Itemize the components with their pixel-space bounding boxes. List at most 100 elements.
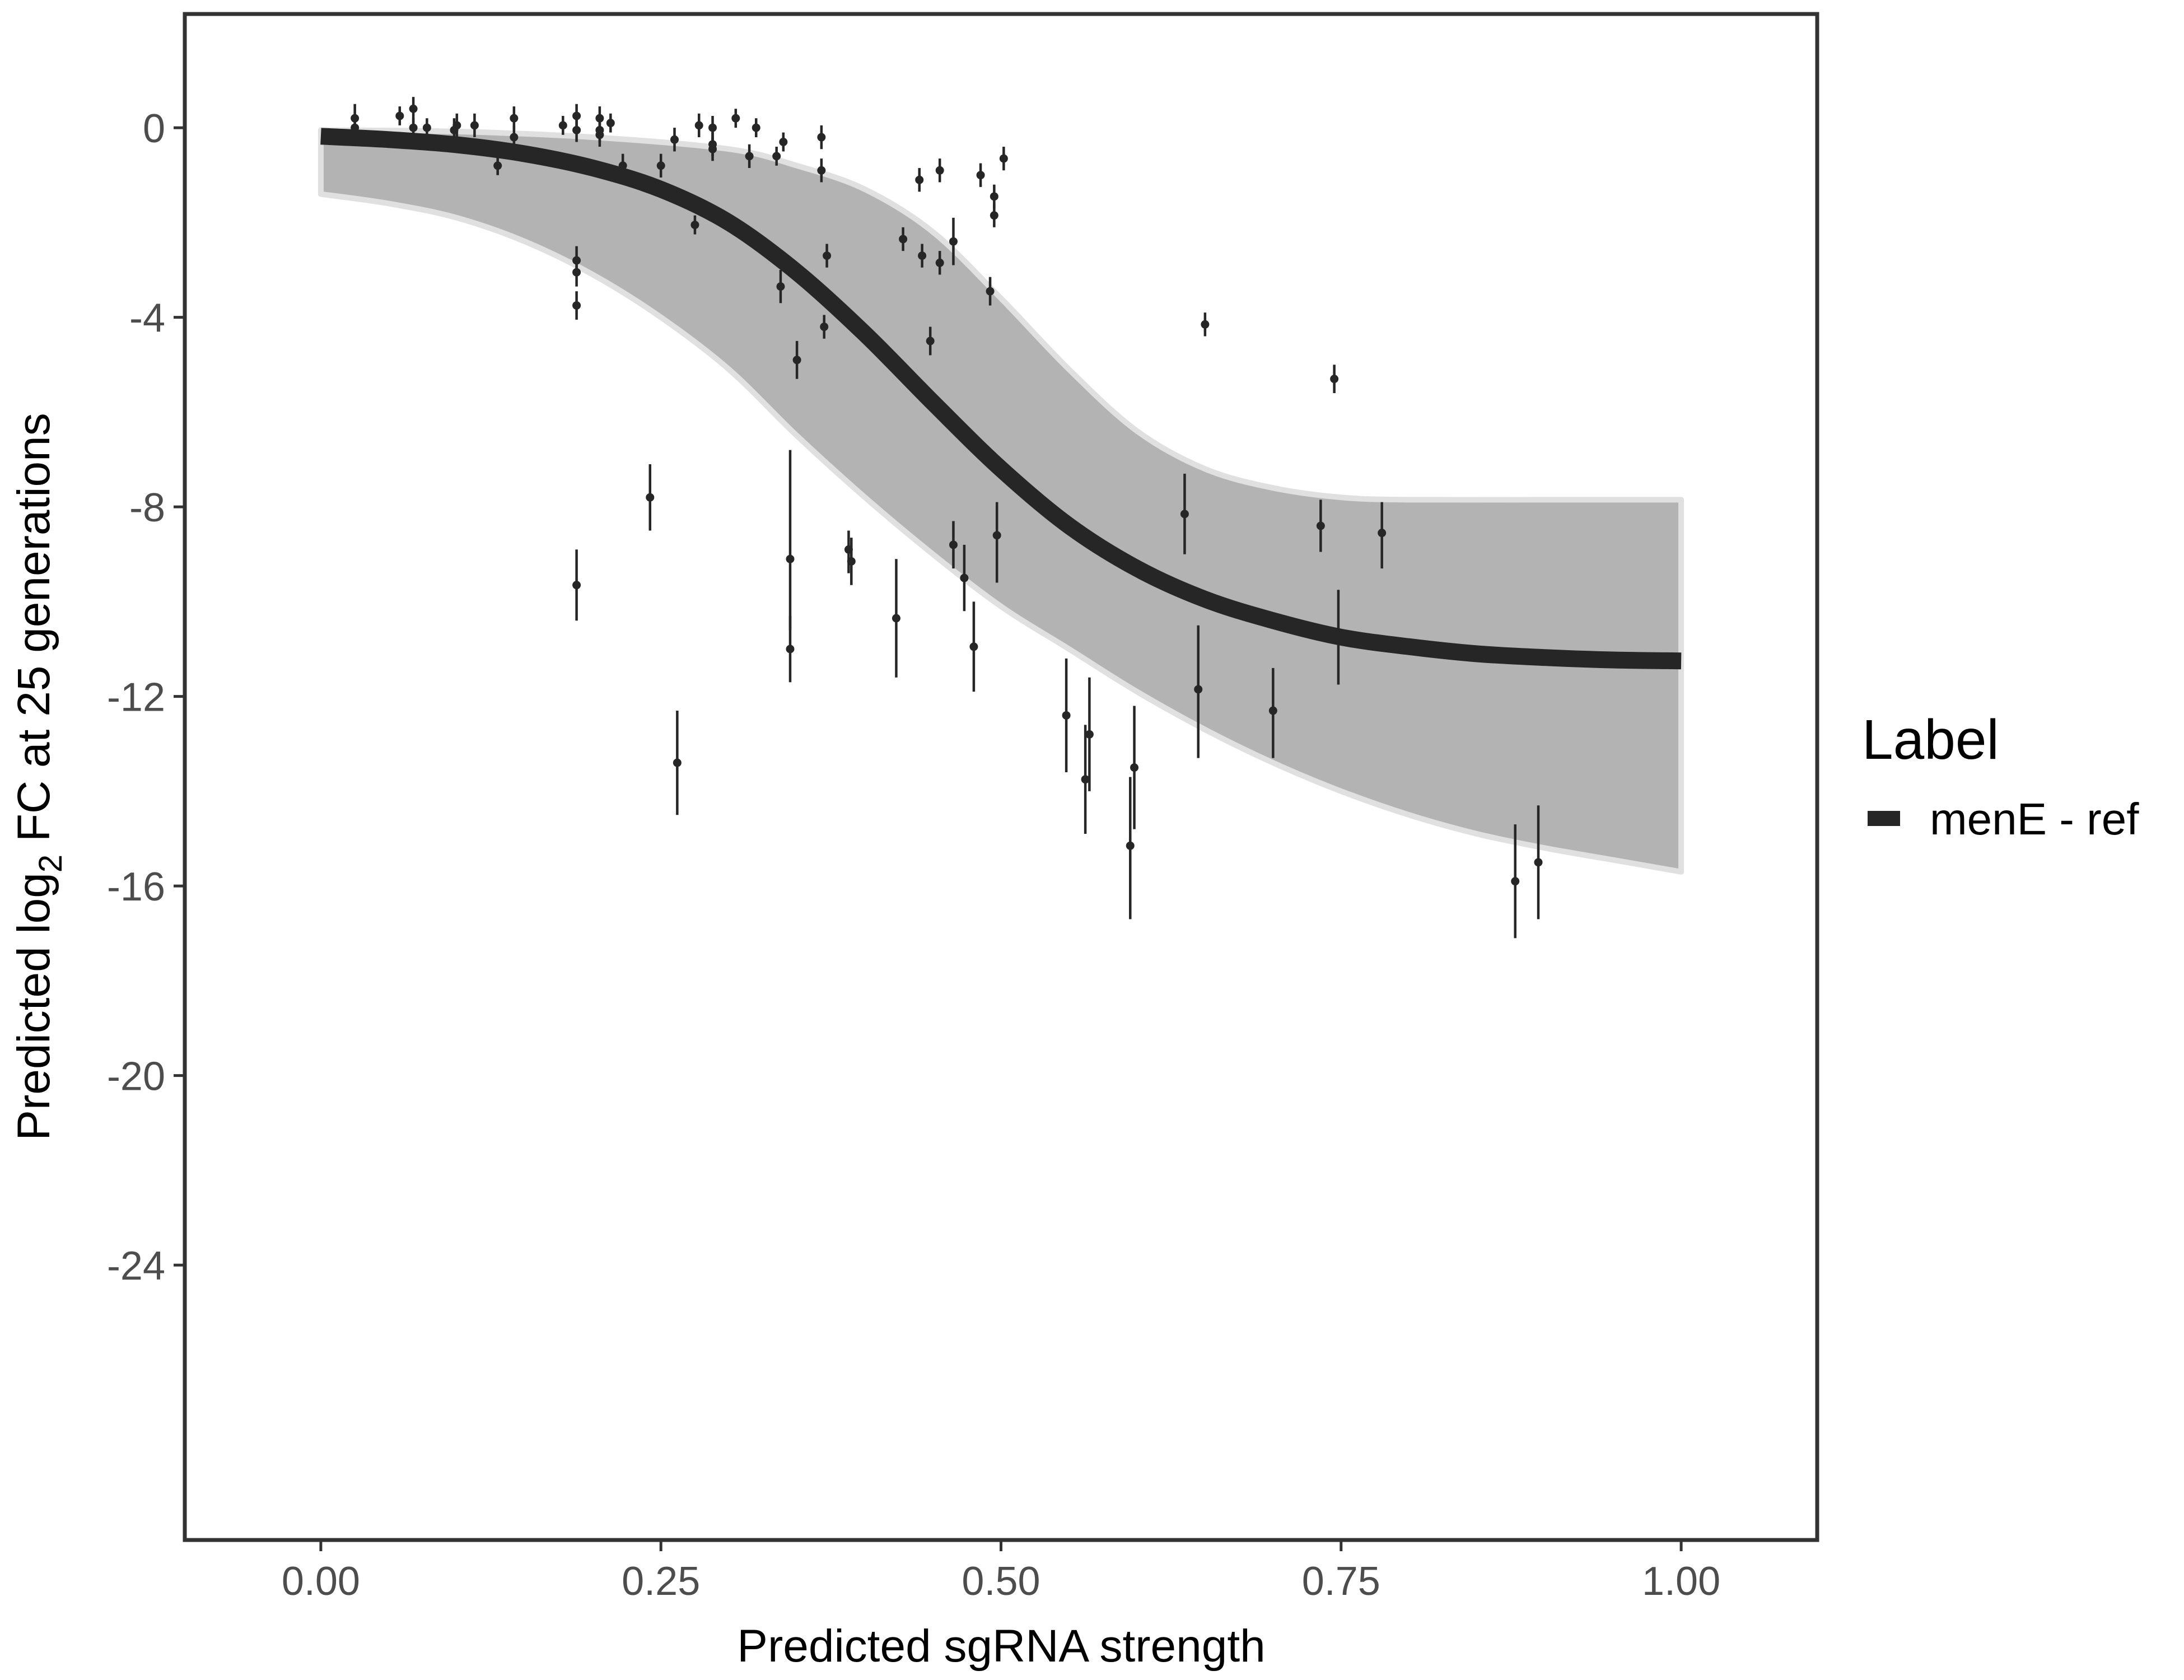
point-marker bbox=[817, 166, 826, 175]
point-marker bbox=[847, 557, 856, 566]
point-marker bbox=[708, 123, 717, 132]
data-point bbox=[1268, 668, 1277, 758]
point-marker bbox=[1378, 529, 1387, 538]
point-marker bbox=[976, 171, 985, 180]
point-marker bbox=[892, 614, 900, 623]
point-marker bbox=[1126, 841, 1135, 850]
data-point bbox=[422, 118, 431, 138]
data-point bbox=[1330, 365, 1339, 394]
point-marker bbox=[670, 135, 679, 144]
point-marker bbox=[752, 123, 760, 132]
data-point bbox=[992, 502, 1001, 583]
point-marker bbox=[673, 758, 682, 767]
point-marker bbox=[422, 123, 431, 132]
x-tick-label: 1.00 bbox=[1642, 1559, 1720, 1604]
data-point bbox=[918, 244, 927, 268]
data-point bbox=[1062, 658, 1071, 773]
legend-title: Label bbox=[1862, 708, 1999, 771]
y-axis-title-main: Predicted log bbox=[8, 872, 59, 1141]
point-marker bbox=[646, 493, 655, 502]
data-point bbox=[572, 258, 581, 287]
data-point bbox=[915, 168, 924, 192]
point-marker bbox=[470, 121, 479, 130]
data-point bbox=[1511, 824, 1520, 939]
data-point bbox=[690, 215, 699, 235]
point-marker bbox=[992, 531, 1001, 540]
point-marker bbox=[572, 125, 581, 134]
y-tick-label: -20 bbox=[107, 1054, 165, 1099]
point-marker bbox=[1334, 633, 1343, 642]
point-marker bbox=[1201, 320, 1210, 329]
data-point bbox=[999, 146, 1008, 171]
y-axis: 0 -4 -8 -12 -16 -20 -24 bbox=[107, 106, 183, 1289]
data-point bbox=[786, 450, 795, 631]
data-point bbox=[470, 113, 479, 138]
point-marker bbox=[572, 268, 581, 277]
data-point bbox=[694, 113, 703, 138]
posterior-band bbox=[318, 127, 1684, 875]
y-tick-label: -12 bbox=[107, 675, 165, 720]
data-point bbox=[817, 158, 826, 183]
data-point bbox=[779, 132, 788, 152]
data-point bbox=[823, 244, 832, 268]
x-tick-label: 0.75 bbox=[1302, 1559, 1380, 1604]
point-marker bbox=[1534, 858, 1543, 867]
point-marker bbox=[510, 114, 519, 123]
point-marker bbox=[817, 133, 826, 142]
x-axis: 0.00 0.25 0.50 0.75 1.00 bbox=[282, 1542, 1720, 1604]
data-point bbox=[899, 227, 908, 251]
plot-panel-border bbox=[183, 12, 1819, 1542]
point-marker bbox=[969, 642, 978, 651]
point-marker bbox=[510, 133, 519, 142]
data-point bbox=[618, 153, 627, 178]
data-points-layer bbox=[351, 97, 1543, 939]
data-point bbox=[820, 315, 829, 339]
data-point bbox=[752, 118, 760, 138]
data-point bbox=[493, 153, 502, 175]
y-tick-label: 0 bbox=[143, 106, 165, 151]
data-point bbox=[745, 144, 754, 169]
fit-curve-line bbox=[320, 128, 1682, 670]
point-marker bbox=[1194, 685, 1203, 694]
point-marker bbox=[694, 121, 703, 130]
point-marker bbox=[708, 144, 717, 153]
point-marker bbox=[990, 192, 998, 201]
data-point bbox=[708, 115, 717, 142]
data-point bbox=[670, 128, 679, 152]
fit-curve-layer bbox=[320, 128, 1682, 670]
point-marker bbox=[918, 251, 927, 260]
data-point bbox=[595, 123, 604, 147]
point-marker bbox=[656, 161, 665, 170]
point-marker bbox=[960, 573, 969, 582]
point-marker bbox=[776, 282, 785, 291]
point-marker bbox=[1316, 521, 1325, 530]
data-point bbox=[656, 153, 665, 178]
data-point bbox=[572, 291, 581, 320]
data-point bbox=[990, 203, 998, 227]
point-marker bbox=[1130, 763, 1139, 772]
legend: Label menE - ref bbox=[1862, 708, 2139, 844]
data-point bbox=[510, 125, 519, 150]
point-marker bbox=[558, 121, 567, 130]
legend-key-mene-ref bbox=[1868, 811, 1900, 826]
data-point bbox=[949, 217, 958, 265]
posterior-band-layer bbox=[318, 127, 1684, 875]
data-point bbox=[558, 115, 567, 135]
data-point bbox=[969, 601, 978, 692]
point-marker bbox=[572, 111, 581, 120]
data-point bbox=[1126, 777, 1135, 920]
data-point bbox=[1334, 590, 1343, 685]
point-marker bbox=[606, 119, 615, 128]
point-marker bbox=[690, 221, 699, 230]
point-marker bbox=[452, 121, 461, 130]
point-marker bbox=[990, 211, 998, 220]
data-point bbox=[772, 146, 781, 166]
y-tick-label: -24 bbox=[107, 1244, 165, 1289]
point-marker bbox=[820, 323, 829, 332]
point-marker bbox=[1330, 375, 1339, 384]
point-marker bbox=[409, 123, 418, 132]
data-point bbox=[976, 163, 985, 187]
data-point bbox=[1316, 500, 1325, 552]
data-point bbox=[986, 277, 995, 306]
point-marker bbox=[351, 123, 360, 132]
